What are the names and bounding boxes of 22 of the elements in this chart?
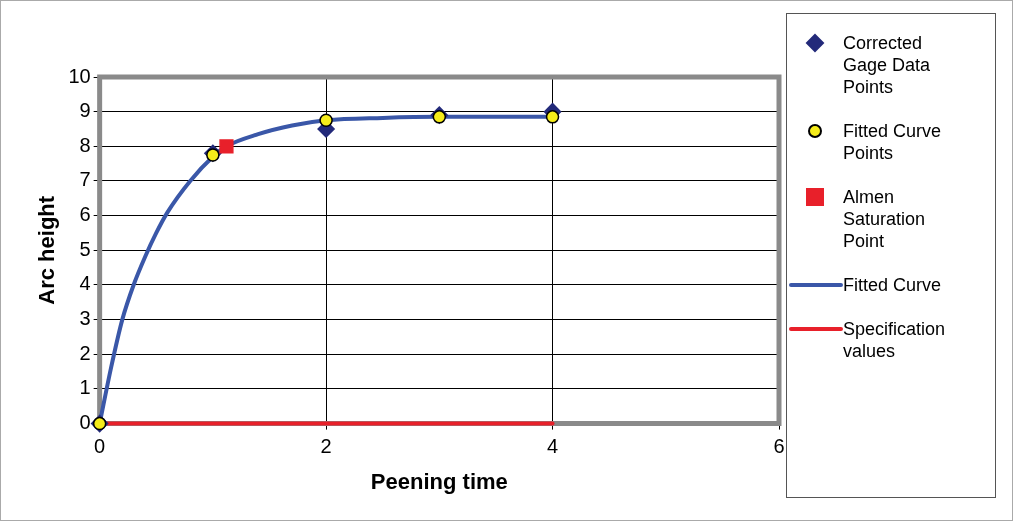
- x-axis-title: Peening time: [370, 468, 508, 494]
- y-tick-label: 7: [79, 168, 91, 191]
- y-tick-label: 10: [68, 64, 91, 87]
- legend-label: Corrected Gage Data Points: [843, 32, 932, 98]
- x-tick-label: 6: [773, 435, 785, 458]
- x-tick-label: 2: [320, 435, 332, 458]
- y-tick-label: 2: [79, 341, 91, 364]
- y-tick-label: 4: [79, 272, 91, 295]
- y-tick-label: 6: [79, 203, 91, 226]
- x-tick-label: 0: [94, 435, 106, 458]
- legend-label: Almen Saturation Point: [843, 186, 927, 252]
- y-tick-label: 0: [79, 411, 91, 434]
- y-tick-label: 9: [79, 99, 91, 122]
- legend-label: Fitted Curve Points: [843, 120, 943, 164]
- x-tick-label: 4: [546, 435, 559, 458]
- y-tick-label: 8: [79, 133, 91, 156]
- y-axis-title: Arc height: [34, 195, 60, 305]
- y-tick-label: 1: [79, 376, 91, 399]
- legend-label: Fitted Curve: [843, 274, 943, 296]
- y-tick-label: 5: [79, 237, 91, 260]
- y-tick-label: 3: [79, 307, 91, 330]
- legend-label: Specification values: [843, 318, 947, 362]
